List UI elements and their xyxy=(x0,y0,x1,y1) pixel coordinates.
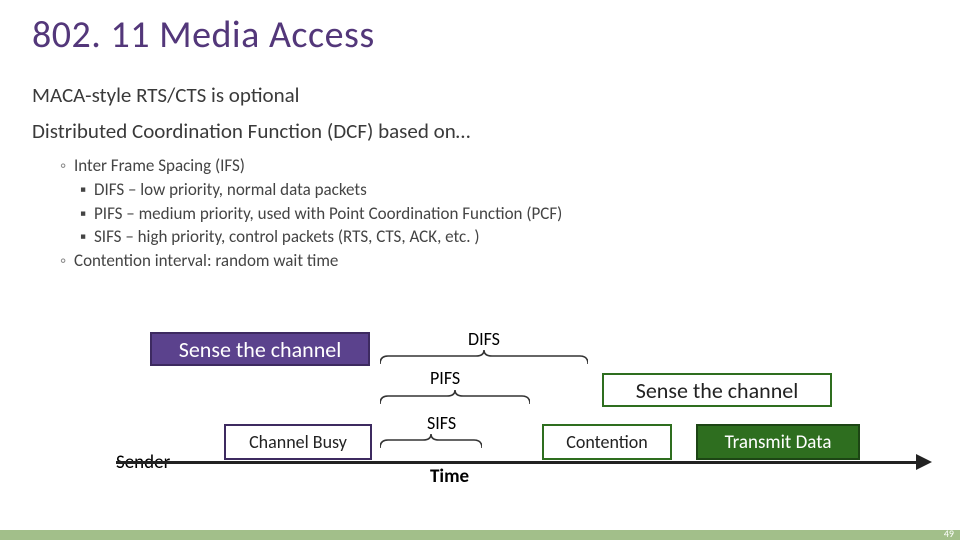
subsub-sifs: ▪SIFS – high priority, control packets (… xyxy=(60,225,928,249)
contention-box: Contention xyxy=(542,424,672,460)
sense-channel-callout-2: Sense the channel xyxy=(602,373,832,407)
subsub-pifs: ▪PIFS – medium priority, used with Point… xyxy=(60,202,928,226)
slide-number: 49 xyxy=(944,527,954,540)
transmit-data-box: Transmit Data xyxy=(696,424,860,460)
time-label: Time xyxy=(430,465,469,488)
sub-list: ◦Inter Frame Spacing (IFS) ▪DIFS – low p… xyxy=(32,154,928,273)
pifs-brace xyxy=(380,390,530,404)
subsub-difs: ▪DIFS – low priority, normal data packet… xyxy=(60,178,928,202)
sense-channel-callout-1: Sense the channel xyxy=(150,332,370,366)
subsub-pifs-text: PIFS – medium priority, used with Point … xyxy=(94,203,562,224)
subsub-difs-text: DIFS – low priority, normal data packets xyxy=(94,179,367,200)
body-line-1: MACA-style RTS/CTS is optional xyxy=(32,82,928,108)
channel-busy-box: Channel Busy xyxy=(224,424,372,460)
sub-item-contention: ◦Contention interval: random wait time xyxy=(60,249,928,273)
sub-item-ifs-text: Inter Frame Spacing (IFS) xyxy=(74,155,245,176)
sub-item-ifs: ◦Inter Frame Spacing (IFS) xyxy=(60,154,928,178)
pifs-label: PIFS xyxy=(430,367,460,389)
slide-title: 802. 11 Media Access xyxy=(32,12,928,58)
difs-brace xyxy=(380,350,588,364)
footer-bar xyxy=(0,530,960,540)
dcf-diagram: Sense the channel Channel Busy Sense the… xyxy=(32,320,928,510)
time-arrowhead-icon xyxy=(916,454,932,470)
time-axis xyxy=(116,461,928,464)
difs-label: DIFS xyxy=(468,328,500,350)
sub-item-cont-text: Contention interval: random wait time xyxy=(74,250,338,271)
sifs-brace xyxy=(380,434,482,448)
body-line-2: Distributed Coordination Function (DCF) … xyxy=(32,118,928,144)
subsub-sifs-text: SIFS – high priority, control packets (R… xyxy=(94,226,479,247)
sifs-label: SIFS xyxy=(427,412,456,434)
